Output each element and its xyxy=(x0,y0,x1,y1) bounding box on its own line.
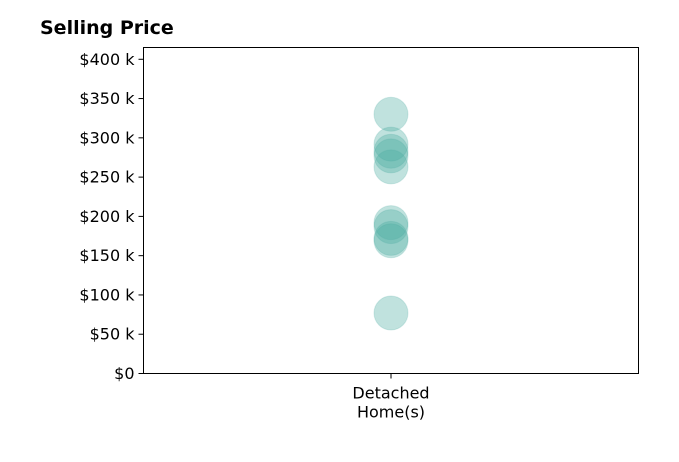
y-tick-label: $50 k xyxy=(90,325,136,344)
y-tick-label: $150 k xyxy=(79,246,135,265)
data-point xyxy=(373,223,409,259)
y-tick-label: $400 k xyxy=(79,50,135,69)
y-tick-label: $300 k xyxy=(79,128,135,147)
plot-area-frame xyxy=(143,47,639,374)
y-axis: $0 $50 k $100 k $150 k $200 k $250 k $300 k $35… xyxy=(79,50,144,383)
y-tick-label: $0 xyxy=(114,364,134,383)
data-point xyxy=(373,205,409,241)
data-point xyxy=(373,220,409,256)
y-tick-label: $200 k xyxy=(79,207,135,226)
data-point xyxy=(373,96,409,132)
data-point xyxy=(373,138,409,174)
data-points xyxy=(373,96,409,331)
data-point xyxy=(373,149,409,185)
data-point xyxy=(373,133,409,169)
y-tick-label: $100 k xyxy=(79,285,135,304)
x-tick-label: Detached Home(s) xyxy=(352,384,429,422)
y-tick-label: $250 k xyxy=(79,168,135,187)
data-point xyxy=(373,295,409,331)
data-point xyxy=(373,126,409,162)
data-point xyxy=(373,209,409,245)
x-axis: Detached Home(s) xyxy=(352,373,430,422)
y-tick-label: $350 k xyxy=(79,89,135,108)
chart-title: Selling Price xyxy=(40,17,174,39)
